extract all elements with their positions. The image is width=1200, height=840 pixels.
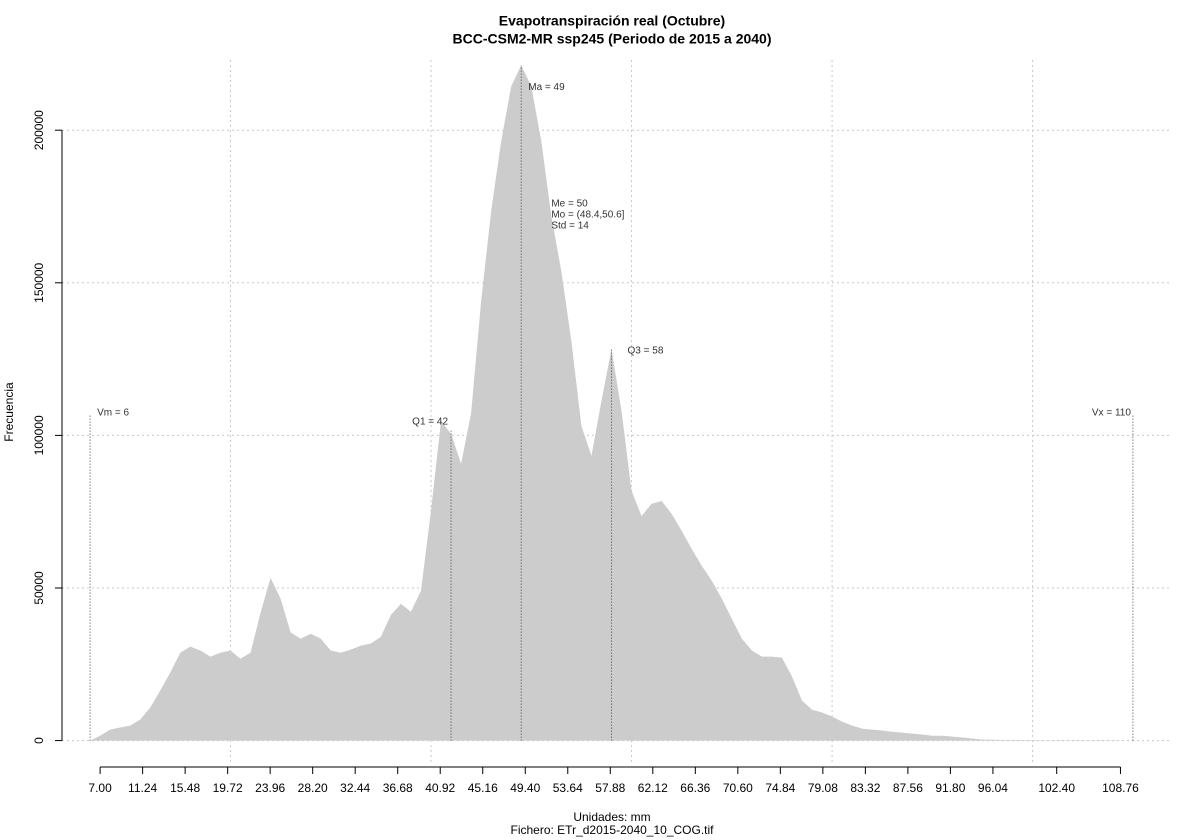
area	[90, 65, 1133, 741]
y-tick-label: 100000	[32, 415, 46, 455]
x-tick-label: 19.72	[213, 781, 243, 795]
x-tick-label: 62.12	[638, 781, 668, 795]
x-tick-label: 87.56	[893, 781, 923, 795]
x-tick-label: 7.00	[88, 781, 112, 795]
x-tick-label: 49.40	[510, 781, 540, 795]
chart-title: Evapotranspiración real (Octubre)	[499, 13, 725, 29]
annotation: Q3 = 58	[628, 345, 664, 356]
x-tick-label: 96.04	[978, 781, 1008, 795]
x-axis-label: Unidades: mm	[573, 810, 650, 824]
x-tick-label: 79.08	[808, 781, 838, 795]
x-tick-label: 66.36	[680, 781, 710, 795]
chart-subtitle: BCC-CSM2-MR ssp245 (Periodo de 2015 a 20…	[453, 31, 772, 47]
x-tick-label: 40.92	[425, 781, 455, 795]
x-tick-label: 23.96	[255, 781, 285, 795]
caption: Fichero: ETr_d2015-2040_10_COG.tif	[511, 823, 715, 837]
x-tick-label: 57.88	[595, 781, 625, 795]
x-tick-label: 28.20	[298, 781, 328, 795]
annotation: Std = 14	[551, 221, 589, 232]
annotation: Q1 = 42	[412, 417, 448, 428]
x-tick-label: 32.44	[340, 781, 370, 795]
annotation: Me = 50	[551, 199, 588, 210]
x-tick-label: 83.32	[850, 781, 880, 795]
x-tick-label: 11.24	[128, 781, 157, 795]
x-tick-label: 45.16	[468, 781, 498, 795]
y-tick-label: 50000	[32, 571, 46, 605]
y-tick-label: 150000	[32, 262, 46, 302]
x-tick-label: 91.80	[935, 781, 965, 795]
annotation: Ma = 49	[528, 82, 565, 93]
annotation: Mo = (48.4,50.6]	[551, 210, 624, 221]
x-tick-label: 108.76	[1102, 781, 1139, 795]
annotation: Vx = 110	[1092, 407, 1131, 418]
y-tick-label: 0	[32, 737, 46, 744]
x-tick-label: 36.68	[383, 781, 413, 795]
y-tick-label: 200000	[32, 110, 46, 150]
y-axis-label: Frecuencia	[2, 382, 16, 442]
x-tick-label: 53.64	[553, 781, 583, 795]
x-tick-label: 70.60	[723, 781, 753, 795]
x-tick-label: 102.40	[1038, 781, 1075, 795]
x-tick-label: 74.84	[765, 781, 795, 795]
x-tick-label: 15.48	[170, 781, 200, 795]
annotation: Vm = 6	[97, 407, 129, 418]
